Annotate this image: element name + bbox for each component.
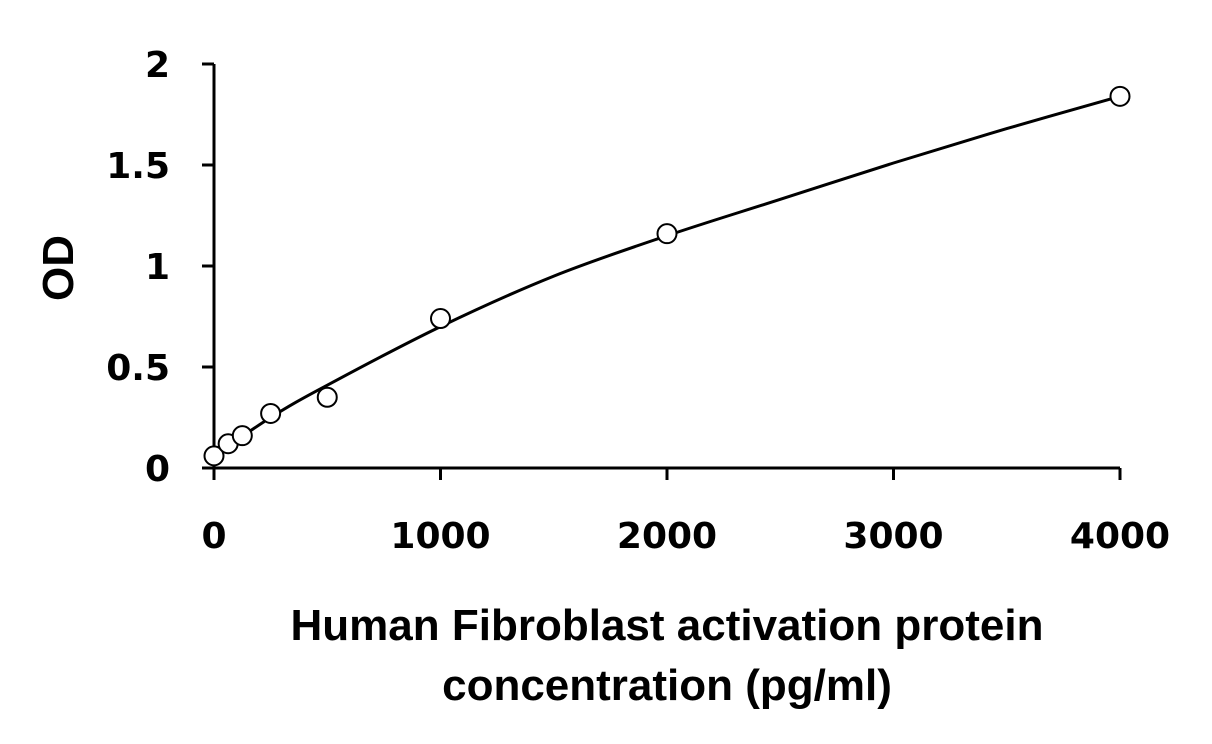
fit-curve-layer [213, 94, 1121, 458]
ticks: 0 0.5 1 1.5 2 0 1000 2000 3000 4000 [106, 45, 1170, 557]
axes [212, 64, 1120, 470]
x-tick-label: 1000 [390, 516, 490, 557]
data-point [656, 223, 678, 245]
data-point [260, 402, 282, 424]
y-axis-title: OD [34, 235, 83, 301]
data-points [203, 85, 1131, 467]
y-tick-label: 1 [145, 247, 170, 288]
x-axis-title-line-2: concentration (pg/ml) [442, 661, 892, 710]
y-tick-label: 0 [145, 449, 170, 490]
data-point [316, 386, 338, 408]
x-tick-label: 4000 [1070, 516, 1170, 557]
x-tick-label: 2000 [617, 516, 717, 557]
data-point [203, 445, 225, 467]
y-tick-label: 1.5 [106, 146, 170, 187]
data-point [1109, 85, 1131, 107]
fit-curve [213, 94, 1121, 458]
data-point [231, 425, 253, 447]
y-tick-label: 0.5 [106, 348, 170, 389]
x-tick-label: 0 [201, 516, 226, 557]
x-tick-label: 3000 [843, 516, 943, 557]
y-tick-label: 2 [145, 45, 170, 86]
data-point [430, 308, 451, 330]
x-axis-title-line-1: Human Fibroblast activation protein [291, 601, 1044, 650]
